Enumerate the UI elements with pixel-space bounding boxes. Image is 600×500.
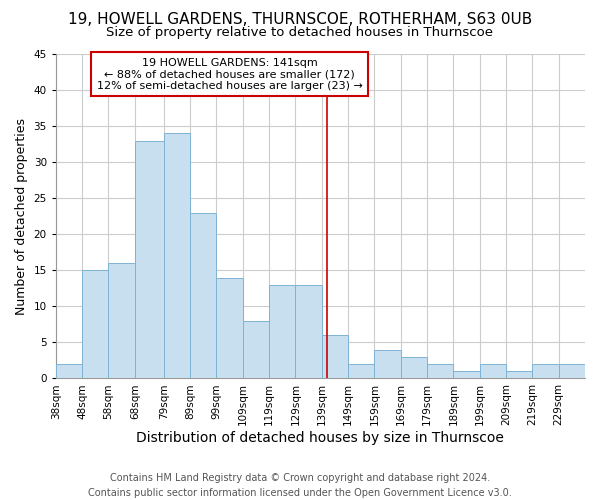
Text: Contains HM Land Registry data © Crown copyright and database right 2024.
Contai: Contains HM Land Registry data © Crown c… [88,472,512,498]
Bar [427,364,454,378]
Bar [295,284,322,378]
Y-axis label: Number of detached properties: Number of detached properties [15,118,28,314]
Text: 19, HOWELL GARDENS, THURNSCOE, ROTHERHAM, S63 0UB: 19, HOWELL GARDENS, THURNSCOE, ROTHERHAM… [68,12,532,28]
Bar [164,134,190,378]
Bar [269,284,295,378]
Bar [374,350,401,378]
X-axis label: Distribution of detached houses by size in Thurnscoe: Distribution of detached houses by size … [136,431,505,445]
Text: Size of property relative to detached houses in Thurnscoe: Size of property relative to detached ho… [107,26,493,39]
Bar [109,263,135,378]
Bar [559,364,585,378]
Bar [506,371,532,378]
Bar [322,335,348,378]
Bar [532,364,559,378]
Bar [135,140,164,378]
Text: 19 HOWELL GARDENS: 141sqm
← 88% of detached houses are smaller (172)
12% of semi: 19 HOWELL GARDENS: 141sqm ← 88% of detac… [97,58,362,91]
Bar [401,357,427,378]
Bar [217,278,243,378]
Bar [190,212,217,378]
Bar [348,364,374,378]
Bar [479,364,506,378]
Bar [56,364,82,378]
Bar [243,321,269,378]
Bar [82,270,109,378]
Bar [454,371,479,378]
